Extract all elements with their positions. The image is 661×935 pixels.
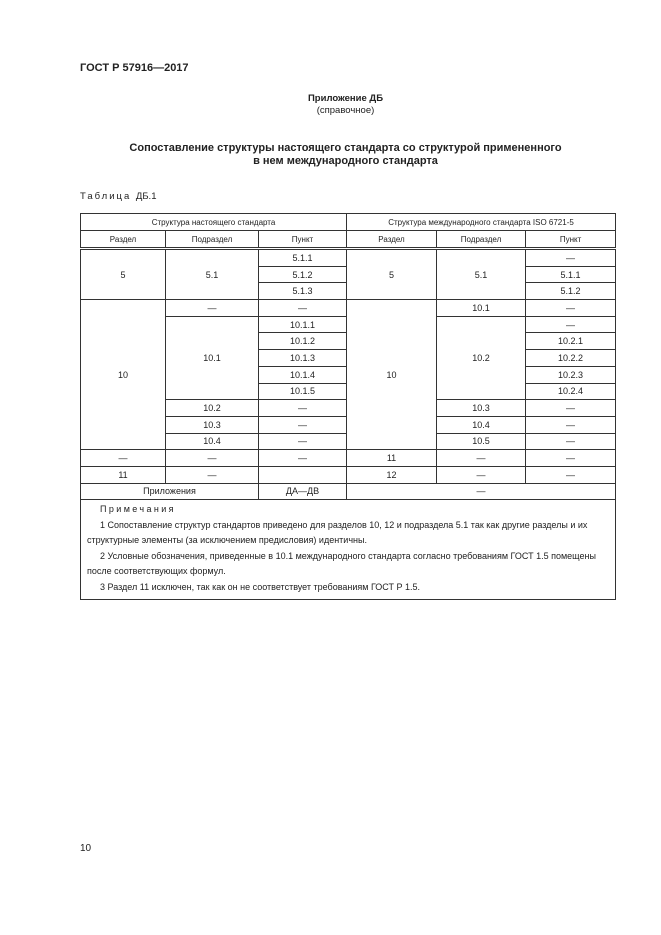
appendix-heading: Приложение ДБ (справочное) <box>0 93 661 117</box>
table-cell: 5.1.1 <box>525 265 617 284</box>
table-notes: Примечания 1 Сопоставление структур станд… <box>79 499 617 601</box>
table-cell: 10.3 <box>165 415 259 434</box>
table-row: 5 5.1 5.1.1 5 5.1— <box>80 247 617 301</box>
comparison-table: Структура настоящего стандарта Структура… <box>79 213 617 601</box>
table-cell: 10.1.3 <box>257 349 348 367</box>
table-row: Приложения ДА—ДВ — <box>80 482 617 501</box>
table-cell: 10.3 <box>436 399 527 417</box>
table-cell: 5.1.3 <box>257 282 348 301</box>
table-cell: 10.1.2 <box>257 332 348 351</box>
appendix-name: Приложение ДБ <box>307 93 384 104</box>
table-row: — — —11— — <box>80 449 617 467</box>
table-cell: — <box>525 299 617 317</box>
table-cell: 10.4 <box>165 432 259 451</box>
table-caption: Таблица ДБ.1 <box>80 191 156 202</box>
table-row: 10.1.3 10.2.2 <box>81 349 617 367</box>
title-line-1: Сопоставление структуры настоящего станд… <box>129 142 562 154</box>
note-item: 2 Условные обозначения, приведенные в 10… <box>87 550 596 577</box>
note-item: 3 Раздел 11 исключен, так как он не соот… <box>100 581 421 592</box>
table-cell: — <box>165 299 259 317</box>
col-header: Подраздел <box>436 230 527 250</box>
table-cell: 5.1.2 <box>525 282 617 301</box>
table-cell: 10.1.5 <box>257 382 348 401</box>
table-cell: — <box>436 449 527 467</box>
table-cell: — <box>525 415 617 434</box>
group-header-national: Структура настоящего стандарта <box>79 213 348 231</box>
table-cell: — <box>525 399 617 417</box>
table-cell: 10 <box>346 299 438 451</box>
table-cell: 10.1 <box>165 315 259 401</box>
table-cell: — <box>525 465 617 484</box>
table-cell: — <box>257 449 348 467</box>
table-cell: 5 <box>346 247 438 301</box>
table-cell: — <box>165 465 259 484</box>
table-cell: 10.2.1 <box>525 332 617 351</box>
table-cell: — <box>165 449 259 467</box>
table-cell: 11 <box>80 465 166 484</box>
column-header-row: Раздел Подраздел Пункт Раздел Подраздел … <box>80 230 617 250</box>
table-cell: 10.2 <box>436 315 527 401</box>
table-cell: — <box>257 399 348 417</box>
table-row: 10.1.5 10.2.4 <box>81 382 617 401</box>
table-cell: 5.1.2 <box>257 265 348 284</box>
standard-designation: ГОСТ Р 57916—2017 <box>80 62 189 74</box>
table-row: 5.1.3 5.1.2 <box>81 282 617 301</box>
col-header: Раздел <box>80 230 166 250</box>
table-cell: — <box>436 465 527 484</box>
table-cell: 10.4 <box>436 415 527 434</box>
notes-row: Примечания 1 Сопоставление структур станд… <box>79 499 617 601</box>
table-cell: 5 <box>80 247 166 301</box>
table-row: 5.1.2 5.1.1 <box>81 265 617 284</box>
table-cell: — <box>525 315 617 334</box>
notes-heading: Примечания <box>100 504 176 515</box>
table-cell: 12 <box>346 465 438 484</box>
table-cell: — <box>80 449 166 467</box>
table-cell: 5.1 <box>165 247 259 301</box>
col-header: Раздел <box>346 230 438 250</box>
table-cell: — <box>257 432 348 451</box>
group-header-international: Структура международного стандарта ISO 6… <box>346 213 617 231</box>
table-caption-label: Таблица <box>80 191 132 202</box>
table-cell: 10.5 <box>436 432 527 451</box>
col-header: Подраздел <box>165 230 259 250</box>
table-cell: Приложения <box>80 482 259 501</box>
table-cell: — <box>257 415 348 434</box>
table-caption-number: ДБ.1 <box>135 191 157 202</box>
table-cell: 10.2 <box>165 399 259 417</box>
table-cell: — <box>525 449 617 467</box>
table-cell: — <box>525 248 617 267</box>
appendix-type: (справочное) <box>316 105 375 116</box>
table-row: 10— —10 10.1— <box>80 299 617 451</box>
table-cell: — <box>525 432 617 451</box>
page-number: 10 <box>80 843 92 854</box>
table-cell: — <box>346 482 617 501</box>
table-cell: 11 <box>346 449 438 467</box>
col-header: Пункт <box>525 230 617 250</box>
table-cell: 10 <box>80 299 166 451</box>
col-header: Пункт <box>257 230 348 250</box>
table-row: 11—12— — <box>80 465 617 484</box>
table-cell: 10.1 <box>436 299 527 317</box>
table-cell: ДА—ДВ <box>257 482 348 501</box>
table-cell: 10.1.1 <box>257 315 348 334</box>
note-item: 1 Сопоставление структур стандартов прив… <box>87 519 588 546</box>
table-cell: 10.2.4 <box>525 382 617 401</box>
title-line-2: в нем международного стандарта <box>253 155 438 167</box>
table-cell: 10.1.4 <box>257 365 348 384</box>
appendix-title: Сопоставление структуры настоящего станд… <box>0 142 661 168</box>
table-cell: 5.1 <box>436 247 527 301</box>
table-cell: — <box>257 299 348 317</box>
group-header-row: Структура настоящего стандарта Структура… <box>79 213 617 231</box>
table-cell: 5.1.1 <box>257 248 348 267</box>
table-cell: 10.2.3 <box>525 365 617 384</box>
table-cell <box>257 465 348 484</box>
table-cell: 10.2.2 <box>525 349 617 367</box>
